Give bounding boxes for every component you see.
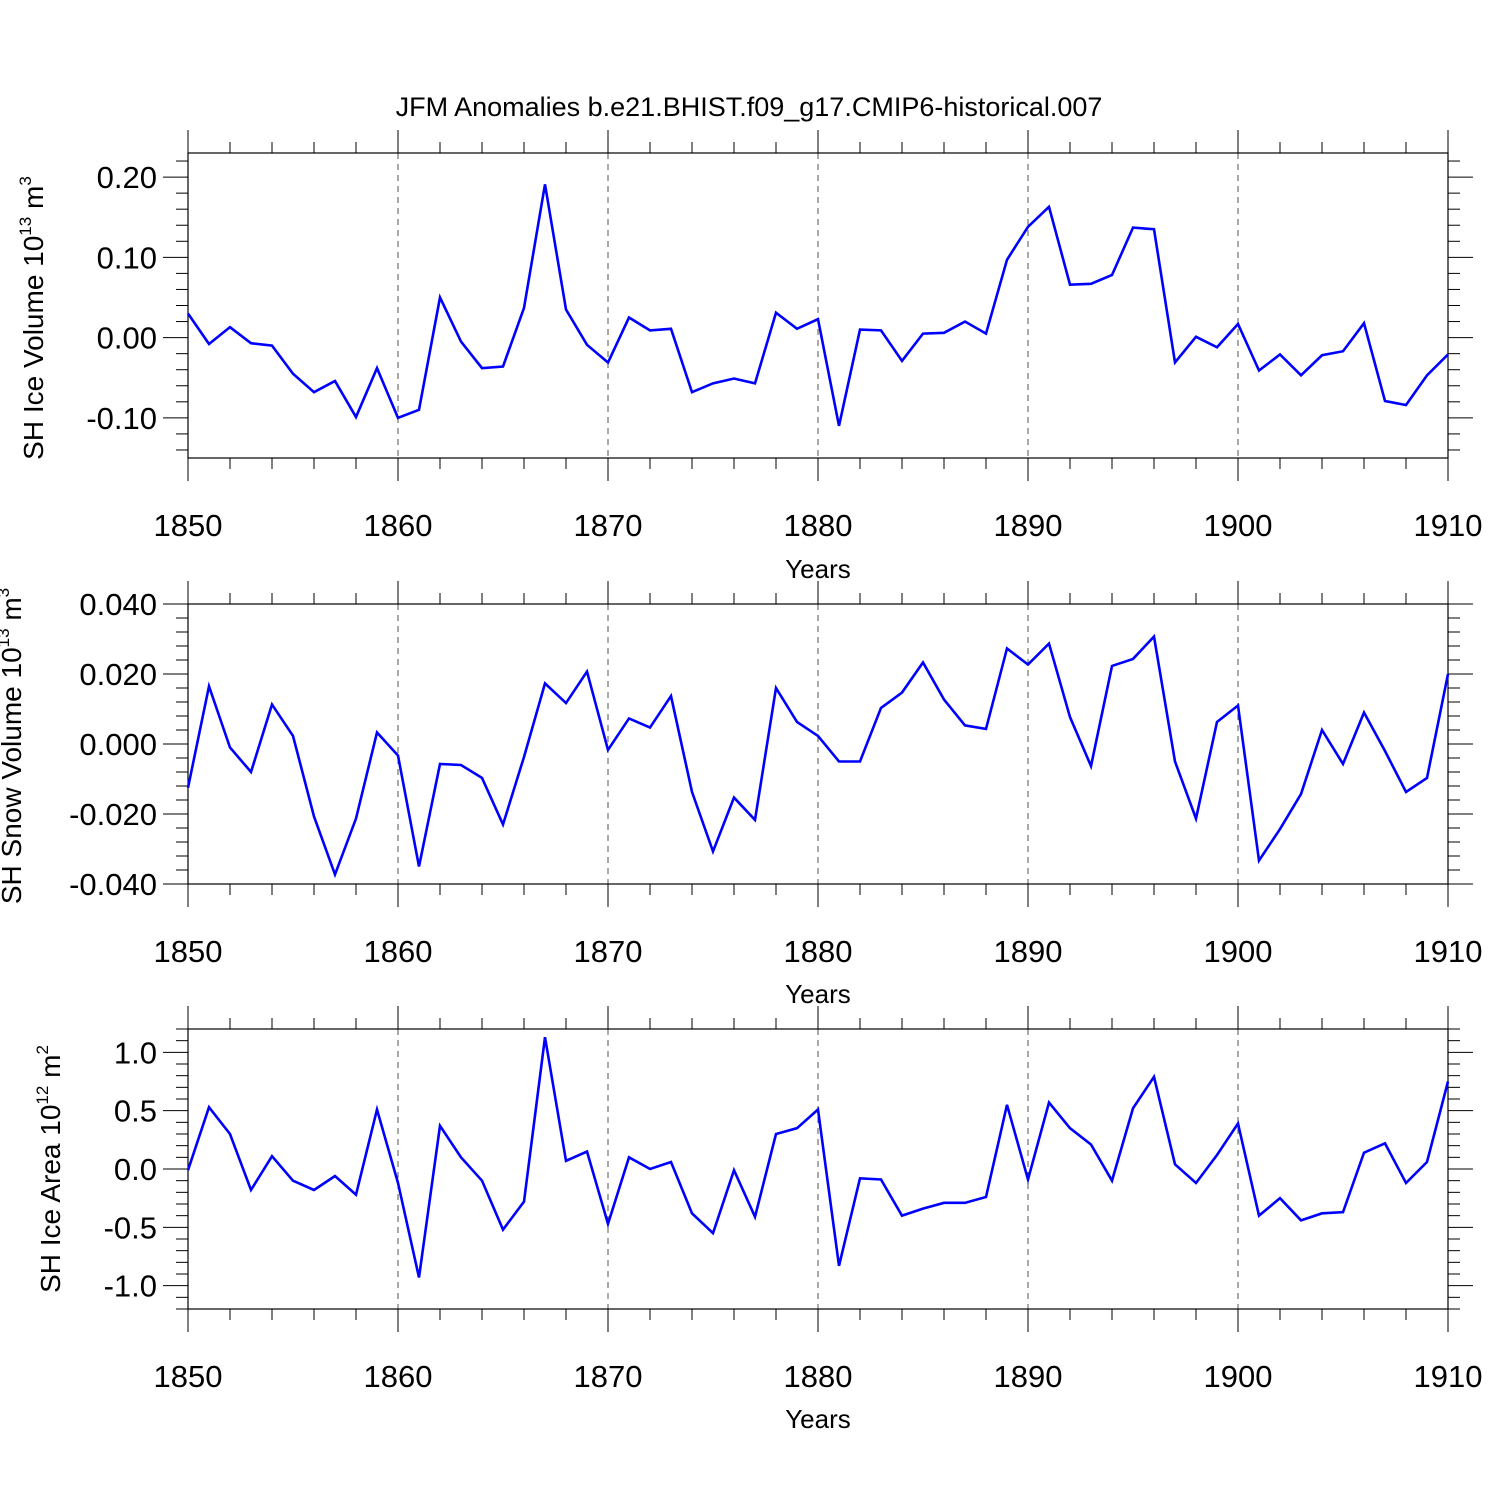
x-tick-label: 1860 — [364, 934, 433, 969]
x-tick-label: 1890 — [994, 934, 1063, 969]
y-tick-labels: 0.040 0.020 0.000 -0.020 -0.040 — [69, 587, 157, 902]
x-tick-labels: 1850 1860 1870 1880 1890 1900 1910 — [154, 934, 1483, 969]
figure-title: JFM Anomalies b.e21.BHIST.f09_g17.CMIP6-… — [396, 92, 1103, 122]
x-tick-label: 1890 — [994, 1359, 1063, 1394]
y-tick-label: -0.040 — [69, 867, 157, 902]
y-tick-label: -0.020 — [69, 797, 157, 832]
x-tick-label: 1890 — [994, 508, 1063, 543]
y-tick-label: 1.0 — [114, 1035, 157, 1070]
x-tick-label: 1880 — [784, 508, 853, 543]
x-tick-label: 1850 — [154, 934, 223, 969]
plot-frame — [187, 1028, 1449, 1310]
series-line-snow-volume — [186, 633, 1450, 879]
y-tick-label: 0.20 — [97, 160, 157, 195]
y-axis-title-exponent: 12 — [33, 1086, 52, 1105]
x-tick-label: 1880 — [784, 1359, 853, 1394]
y-tick-label: -0.5 — [104, 1210, 157, 1245]
x-tick-label: 1900 — [1204, 1359, 1273, 1394]
y-axis-title-exponent: 13 — [16, 217, 35, 236]
y-axis-title-unit-exponent: 3 — [0, 588, 13, 597]
y-axis-title-unit-exponent: 3 — [16, 176, 35, 185]
plot-frame — [187, 603, 1449, 885]
plot-frame — [187, 152, 1449, 459]
x-gridlines — [397, 153, 1239, 458]
x-tick-label: 1900 — [1204, 508, 1273, 543]
x-tick-label: 1860 — [364, 1359, 433, 1394]
axis-ticks — [163, 130, 1473, 481]
y-tick-label: 0.000 — [79, 727, 157, 762]
y-tick-label: 0.0 — [114, 1152, 157, 1187]
y-tick-label: -0.10 — [86, 401, 157, 436]
y-tick-label: -1.0 — [104, 1269, 157, 1304]
x-tick-label: 1870 — [574, 1359, 643, 1394]
y-tick-label: 0.00 — [97, 321, 157, 356]
axis-ticks — [163, 1006, 1473, 1332]
y-axis-title-unit: m — [0, 597, 27, 620]
x-tick-label: 1860 — [364, 508, 433, 543]
x-tick-label: 1910 — [1414, 1359, 1483, 1394]
y-axis-title-unit: m — [35, 1055, 66, 1078]
y-axis-title: SH Ice Area 1012 m2 — [33, 1045, 66, 1293]
y-axis-title-unit-exponent: 2 — [33, 1045, 52, 1054]
series-line-ice-area — [186, 1036, 1450, 1278]
x-tick-labels: 1850 1860 1870 1880 1890 1900 1910 — [154, 1359, 1483, 1394]
panel-ice-area: 1.0 0.5 0.0 -0.5 -1.0 1850 1860 1870 1880 1890 19… — [33, 1006, 1482, 1434]
x-tick-labels: 1850 1860 1870 1880 1890 1900 1910 — [154, 508, 1483, 543]
axis-ticks — [163, 581, 1473, 907]
x-tick-label: 1900 — [1204, 934, 1273, 969]
y-axis-title-exponent: 13 — [0, 628, 13, 647]
y-tick-label: 0.10 — [97, 240, 157, 275]
x-axis-title: Years — [785, 554, 851, 584]
y-axis-title: SH Snow Volume 1013 m3 — [0, 588, 27, 904]
y-tick-labels: 1.0 0.5 0.0 -0.5 -1.0 — [104, 1035, 157, 1303]
x-tick-label: 1880 — [784, 934, 853, 969]
x-axis-title: Years — [785, 979, 851, 1009]
x-tick-label: 1910 — [1414, 934, 1483, 969]
y-axis-title-unit: m — [18, 186, 49, 209]
y-axis-title-main: SH Ice Volume 10 — [18, 236, 49, 460]
x-tick-label: 1910 — [1414, 508, 1483, 543]
y-axis-title: SH Ice Volume 1013 m3 — [16, 176, 49, 460]
y-tick-label: 0.040 — [79, 587, 157, 622]
x-axis-title: Years — [785, 1404, 851, 1434]
series-line-ice-volume — [186, 184, 1449, 427]
x-tick-label: 1870 — [574, 934, 643, 969]
x-tick-label: 1850 — [154, 1359, 223, 1394]
y-tick-label: 0.020 — [79, 657, 157, 692]
y-tick-label: 0.5 — [114, 1094, 157, 1129]
x-gridlines — [397, 1029, 1239, 1309]
panel-ice-volume: 0.20 0.10 0.00 -0.10 1850 1860 1870 1880 1890 19… — [16, 130, 1482, 584]
x-tick-label: 1870 — [574, 508, 643, 543]
y-tick-labels: 0.20 0.10 0.00 -0.10 — [86, 160, 157, 436]
panel-snow-volume: 0.040 0.020 0.000 -0.020 -0.040 1850 1860 1870… — [0, 581, 1482, 1009]
x-tick-label: 1850 — [154, 508, 223, 543]
x-gridlines — [397, 604, 1239, 884]
y-axis-title-main: SH Snow Volume 10 — [0, 647, 27, 904]
y-axis-title-main: SH Ice Area 10 — [35, 1105, 66, 1293]
